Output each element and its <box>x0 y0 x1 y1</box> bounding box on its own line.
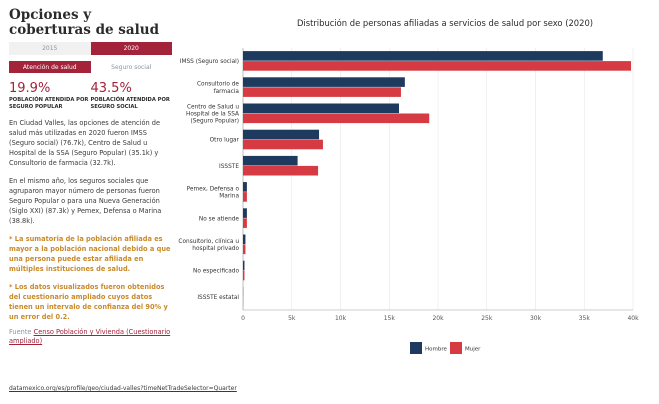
x-tick-label: 30k <box>530 315 542 322</box>
page-title: Opciones y coberturas de salud <box>9 7 160 38</box>
bar-mujer <box>243 244 246 255</box>
category-label: hospital privado <box>192 246 239 252</box>
year-selector: 2015 2020 <box>9 42 172 55</box>
category-label: Centro de Salud u <box>187 104 239 110</box>
legend-label: Hombre <box>425 347 447 353</box>
year-button-2015[interactable]: 2015 <box>9 42 91 55</box>
bar-chart: 0 5k 10k 15k 20k 25k 30k 35k 40k IMSS (Seguro soc… <box>178 48 639 354</box>
category-label: Hospital de la SSA <box>186 112 239 118</box>
footer-url[interactable]: datamexico.org/es/profile/geo/ciudad-val… <box>9 385 237 392</box>
category-label: IMSS (Seguro social) <box>180 59 239 65</box>
stats-row: 19.9% POBLACIÓN ATENDIDA POR SEGURO POPU… <box>9 82 172 110</box>
x-tick-label: 20k <box>432 315 444 322</box>
bar-hombre <box>243 208 247 218</box>
bar-hombre <box>243 260 245 271</box>
x-tick-label: 5k <box>288 315 296 322</box>
x-tick-label: 10k <box>335 315 347 322</box>
bar-mujer <box>243 192 247 202</box>
bar-hombre <box>243 155 298 166</box>
legend-swatch-mujer <box>450 342 462 354</box>
category-label: farmacia <box>214 89 240 95</box>
chart-title: Distribución de personas afiliadas a ser… <box>296 18 594 28</box>
tab-atencion-de-salud[interactable]: Atención de salud <box>9 61 91 73</box>
bar-mujer <box>243 87 401 97</box>
description-paragraph-1: En Ciudad Valles, las opciones de atenci… <box>9 119 161 167</box>
x-tick-label: 25k <box>481 315 493 322</box>
stat-value: 19.9% <box>9 81 51 96</box>
x-tick-label: 35k <box>579 315 591 322</box>
stat-label: POBLACIÓN ATENDIDA POR SEGURO POPULAR <box>9 97 89 110</box>
category-label: Consultorio, clínica u <box>178 238 239 245</box>
category-label: No se atiende <box>199 216 240 222</box>
bar-mujer <box>243 165 319 176</box>
legend-swatch-hombre <box>410 342 422 354</box>
x-tick-label: 15k <box>384 315 396 322</box>
bar-hombre <box>243 77 405 87</box>
bar-hombre <box>243 103 399 114</box>
x-tick-label: 40k <box>627 315 639 322</box>
sidebar: Opciones y coberturas de salud 2015 2020… <box>9 8 172 346</box>
category-label: Consultorio de <box>197 82 239 88</box>
stat-seguro-social: 43.5% POBLACIÓN ATENDIDA POR SEGURO SOCI… <box>91 82 173 110</box>
bar-hombre <box>243 234 246 245</box>
bar-mujer <box>243 139 323 150</box>
bar-hombre <box>243 51 603 61</box>
description-paragraph-2: En el mismo año, los seguros sociales qu… <box>9 177 162 225</box>
bar-hombre <box>243 182 247 192</box>
stat-value: 43.5% <box>90 81 132 96</box>
x-tick-label: 0 <box>241 315 245 322</box>
bar-mujer <box>243 218 247 228</box>
source-line: Fuente Censo Población y Vivienda (Cuest… <box>9 328 172 346</box>
legend-label: Mujer <box>465 347 481 353</box>
bar-mujer <box>243 270 245 281</box>
note-confidence: * Los datos visualizados fueron obtenido… <box>9 283 168 321</box>
bar-hombre <box>243 129 320 140</box>
year-button-2020[interactable]: 2020 <box>90 42 172 55</box>
category-label: Pemex, Defensa o <box>187 187 240 193</box>
category-label: Marina <box>219 194 239 200</box>
stat-label: POBLACIÓN ATENDIDA POR SEGURO SOCIAL <box>90 97 170 110</box>
category-label: ISSSTE estatal <box>197 295 239 301</box>
category-label: Otro lugar <box>210 138 240 144</box>
tab-seguro-social[interactable]: Seguro social <box>90 61 172 73</box>
category-label: No especificado <box>193 269 239 275</box>
bar-mujer <box>243 113 430 124</box>
note-sum: * La sumatoria de la población afiliada … <box>9 235 171 273</box>
source-prefix: Fuente <box>9 328 32 336</box>
category-label: (Seguro Popular) <box>190 119 239 125</box>
category-label: ISSSTE <box>219 164 239 170</box>
stat-seguro-popular: 19.9% POBLACIÓN ATENDIDA POR SEGURO POPU… <box>9 82 91 110</box>
bar-mujer <box>243 61 632 71</box>
source-link[interactable]: Censo Población y Vivienda (Cuestionario… <box>9 328 171 345</box>
view-toggle: Atención de salud Seguro social <box>9 61 172 73</box>
